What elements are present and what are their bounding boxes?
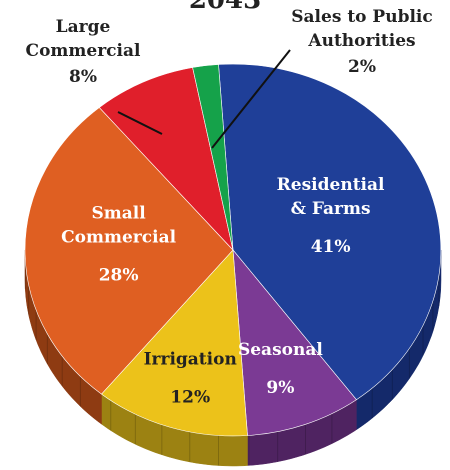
slice-label-small-commercial: Small <box>91 204 146 224</box>
slice-label-large-commercial: Large <box>56 17 111 37</box>
slice-label-seasonal: Seasonal <box>238 340 323 360</box>
leader-line-sales-to-public-authorities <box>211 49 291 149</box>
slice-label-irrigation: Irrigation <box>144 350 237 370</box>
pie-slice-residential-and-farms <box>218 63 442 401</box>
pie-slice-sales-to-public-authorities <box>192 64 234 251</box>
leader-line-large-commercial <box>117 111 163 135</box>
slice-value-residential-and-farms: 41% <box>311 237 351 257</box>
slice-label-residential-and-farms: Residential <box>277 175 385 195</box>
slice-value-irrigation: 12% <box>170 388 210 408</box>
slice-value-seasonal: 9% <box>266 378 294 398</box>
pie-slice-small-commercial <box>24 107 234 395</box>
slice-label-sales-to-public-authorities: Sales to Public <box>291 7 432 27</box>
slice-label-sales-to-public-authorities: Authorities <box>307 31 415 51</box>
slice-label-residential-and-farms: & Farms <box>291 199 371 219</box>
slice-value-large-commercial: 8% <box>69 67 97 87</box>
pie-slice-large-commercial <box>98 67 234 252</box>
pie-slice-seasonal <box>232 249 357 436</box>
slice-label-small-commercial: Commercial <box>61 228 176 248</box>
slice-label-large-commercial: Commercial <box>26 41 141 61</box>
pie-slice-irrigation <box>101 249 248 437</box>
slice-value-sales-to-public-authorities: 2% <box>348 57 376 77</box>
slice-value-small-commercial: 28% <box>99 266 139 286</box>
chart-title: 2043 <box>189 0 261 15</box>
